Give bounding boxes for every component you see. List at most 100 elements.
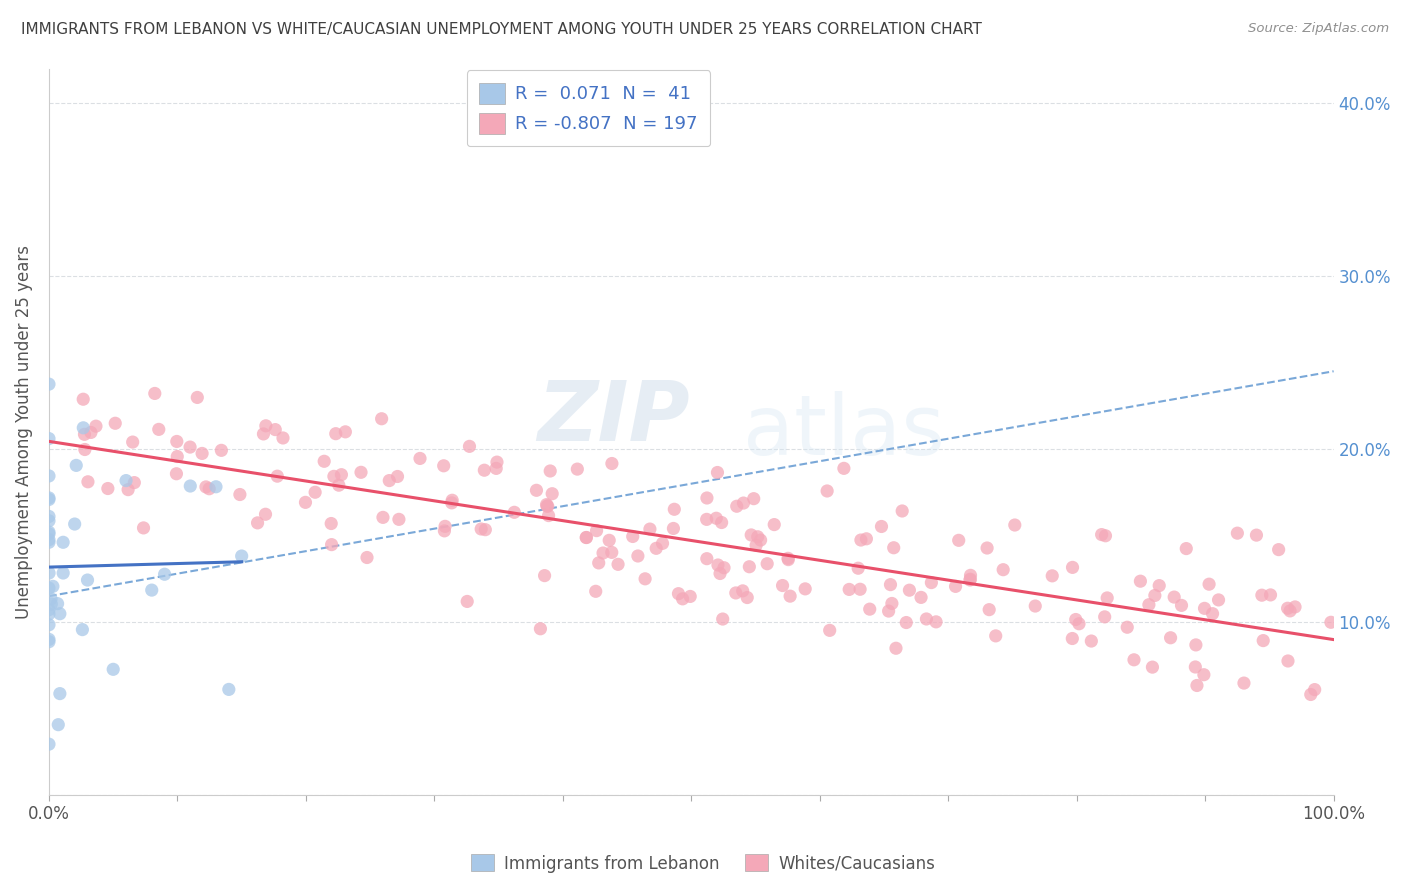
Point [153, 567, 176, 582]
Point [141, 583, 163, 598]
Point [304, 485, 326, 500]
Point [38, 607, 60, 621]
Point [503, 505, 526, 519]
Point [434, 519, 457, 533]
Point [607, 558, 630, 572]
Point [1246, 528, 1268, 542]
Point [1303, 682, 1326, 697]
Point [194, 480, 217, 494]
Point [779, 589, 801, 603]
Point [745, 538, 768, 552]
Point [945, 579, 967, 593]
Point [724, 586, 747, 600]
Point [38, 602, 60, 616]
Point [537, 499, 560, 513]
Point [191, 446, 214, 460]
Point [1320, 615, 1343, 630]
Point [638, 522, 661, 536]
Point [733, 496, 755, 510]
Point [1004, 518, 1026, 533]
Point [322, 469, 344, 483]
Point [46, 717, 69, 731]
Point [1062, 560, 1084, 574]
Point [179, 479, 201, 493]
Point [38, 632, 60, 647]
Point [600, 457, 623, 471]
Point [433, 458, 456, 473]
Point [198, 482, 221, 496]
Point [1277, 654, 1299, 668]
Point [77, 475, 100, 489]
Point [166, 450, 188, 464]
Point [330, 467, 353, 482]
Point [179, 440, 201, 454]
Point [891, 504, 914, 518]
Point [991, 563, 1014, 577]
Point [879, 577, 901, 591]
Legend: R =  0.071  N =  41, R = -0.807  N = 197: R = 0.071 N = 41, R = -0.807 N = 197 [467, 70, 710, 146]
Point [229, 487, 252, 501]
Point [49, 607, 72, 621]
Point [920, 575, 942, 590]
Point [52, 566, 75, 580]
Point [634, 572, 657, 586]
Point [541, 486, 564, 500]
Point [704, 511, 727, 525]
Point [600, 545, 623, 559]
Point [38, 566, 60, 580]
Point [117, 483, 139, 497]
Point [910, 591, 932, 605]
Point [328, 478, 350, 492]
Point [378, 474, 401, 488]
Point [896, 615, 918, 630]
Point [1279, 604, 1302, 618]
Point [627, 549, 650, 563]
Point [585, 524, 607, 538]
Point [735, 591, 758, 605]
Point [1067, 616, 1090, 631]
Point [575, 531, 598, 545]
Point [536, 498, 558, 512]
Point [38, 535, 60, 549]
Point [433, 524, 456, 538]
Point [472, 463, 495, 477]
Point [1040, 569, 1063, 583]
Point [271, 431, 294, 445]
Point [870, 519, 893, 533]
Point [696, 491, 718, 505]
Point [38, 581, 60, 595]
Point [458, 439, 481, 453]
Point [884, 641, 907, 656]
Point [42, 579, 65, 593]
Point [470, 522, 492, 536]
Point [536, 499, 558, 513]
Point [621, 529, 644, 543]
Point [38, 524, 60, 539]
Point [533, 568, 555, 582]
Point [1080, 634, 1102, 648]
Legend: Immigrants from Lebanon, Whites/Caucasians: Immigrants from Lebanon, Whites/Caucasia… [464, 847, 942, 880]
Point [266, 469, 288, 483]
Point [709, 566, 731, 581]
Point [38, 377, 60, 392]
Point [1062, 632, 1084, 646]
Point [877, 604, 900, 618]
Point [747, 530, 769, 544]
Point [880, 597, 903, 611]
Point [849, 533, 872, 547]
Point [246, 516, 269, 530]
Point [186, 391, 208, 405]
Point [778, 552, 800, 566]
Point [65, 458, 87, 473]
Point [1299, 688, 1322, 702]
Point [883, 541, 905, 555]
Point [651, 536, 673, 550]
Point [713, 560, 735, 574]
Point [440, 496, 463, 510]
Point [1226, 526, 1249, 541]
Point [218, 682, 240, 697]
Point [52, 535, 75, 549]
Point [846, 561, 869, 575]
Point [1201, 607, 1223, 621]
Point [1143, 589, 1166, 603]
